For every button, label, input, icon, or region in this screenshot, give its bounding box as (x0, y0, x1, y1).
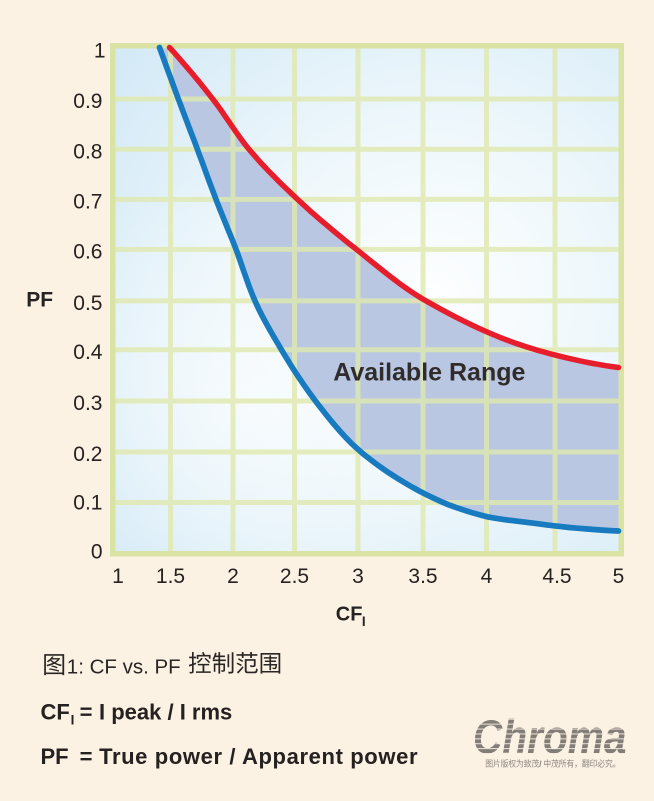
svg-text:Available Range: Available Range (333, 358, 525, 386)
svg-text:I: I (362, 614, 366, 629)
svg-text:0: 0 (91, 541, 103, 564)
svg-text:CF: CF (41, 700, 70, 725)
svg-text:=: = (80, 744, 93, 769)
svg-text:CF: CF (336, 603, 363, 625)
svg-text:PF: PF (41, 744, 69, 769)
svg-text:/: / (539, 759, 542, 769)
svg-text:I peak / I rms: I peak / I rms (99, 700, 232, 725)
svg-text:0.3: 0.3 (73, 392, 102, 415)
svg-text:0.6: 0.6 (73, 240, 102, 263)
svg-text:=: = (80, 700, 93, 725)
svg-text:1: 1 (94, 40, 106, 63)
svg-text:I: I (71, 713, 75, 728)
svg-text:0.8: 0.8 (73, 140, 102, 163)
svg-text:0.7: 0.7 (73, 190, 102, 213)
svg-text:3: 3 (352, 565, 364, 588)
svg-text:0.4: 0.4 (73, 341, 103, 364)
svg-text:PF: PF (26, 288, 53, 311)
svg-text:3.5: 3.5 (408, 565, 437, 588)
svg-text:2: 2 (227, 565, 239, 588)
svg-text:5: 5 (613, 565, 625, 588)
svg-text:0.2: 0.2 (73, 443, 102, 466)
svg-text:Chroma: Chroma (473, 710, 627, 763)
svg-text:4: 4 (481, 565, 493, 588)
svg-text:True power / Apparent power: True power / Apparent power (99, 744, 418, 769)
svg-text:0.1: 0.1 (73, 492, 102, 515)
svg-text:1: 1 (112, 565, 124, 588)
svg-text:1: CF vs. PF: 1: CF vs. PF (67, 656, 181, 679)
svg-text:0.9: 0.9 (73, 90, 102, 113)
svg-text:1.5: 1.5 (156, 565, 185, 588)
svg-text:4.5: 4.5 (542, 565, 571, 588)
svg-text:2.5: 2.5 (280, 565, 309, 588)
svg-text:0.5: 0.5 (73, 292, 102, 315)
